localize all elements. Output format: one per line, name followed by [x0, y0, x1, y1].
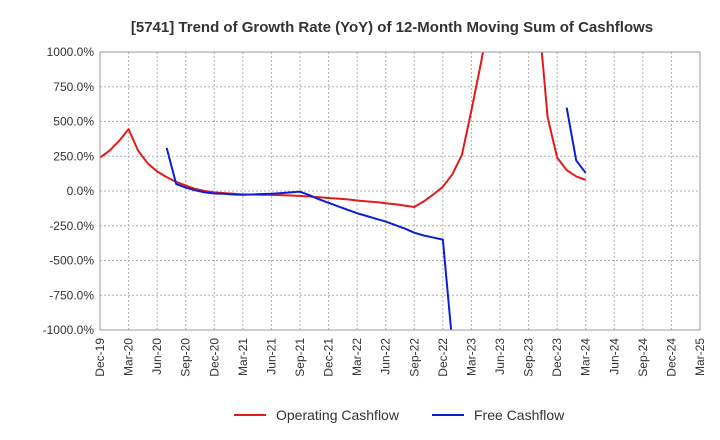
y-tick-label: 750.0%	[53, 80, 94, 94]
x-tick-label: Mar-24	[579, 338, 593, 376]
x-tick-label: Sep-20	[179, 338, 193, 377]
x-tick-label: Jun-22	[379, 338, 393, 375]
y-tick-label: 0.0%	[67, 184, 95, 198]
x-tick-label: Sep-23	[522, 338, 536, 377]
x-tick-label: Mar-22	[350, 338, 364, 376]
plot-frame	[99, 51, 701, 331]
x-tick-label: Mar-25	[693, 338, 707, 376]
chart-title: [5741] Trend of Growth Rate (YoY) of 12-…	[131, 19, 653, 36]
grid	[99, 51, 701, 331]
series-lines	[100, 52, 587, 330]
y-tick-label: 500.0%	[53, 115, 94, 129]
x-tick-label: Sep-21	[293, 338, 307, 377]
y-tick-label: -500.0%	[49, 254, 94, 268]
x-tick-label: Mar-21	[236, 338, 250, 376]
x-tick-label: Dec-23	[550, 338, 564, 377]
x-tick-label: Dec-21	[322, 338, 336, 377]
y-tick-label: -750.0%	[49, 288, 94, 302]
y-tick-label: -250.0%	[49, 219, 94, 233]
legend-label-free-cashflow: Free Cashflow	[474, 407, 565, 423]
y-tick-label: 250.0%	[53, 149, 94, 163]
series-line-operating-cashflow	[100, 52, 587, 208]
x-axis-ticks: Dec-19 Mar-20 Jun-20 Sep-20 Dec-20 Mar-21 Jun-…	[93, 338, 707, 377]
x-tick-label: Dec-24	[664, 338, 678, 377]
x-tick-label: Sep-22	[407, 338, 421, 377]
y-axis-ticks: 1000.0% 750.0% 500.0% 250.0% 0.0% -250.0% -500…	[43, 45, 95, 337]
legend: Operating Cashflow Free Cashflow	[234, 407, 565, 423]
x-tick-label: Dec-22	[436, 338, 450, 377]
x-tick-label: Jun-24	[607, 338, 621, 375]
x-tick-label: Jun-20	[150, 338, 164, 375]
x-tick-label: Sep-24	[636, 338, 650, 377]
x-tick-label: Mar-20	[122, 338, 136, 376]
legend-label-operating-cashflow: Operating Cashflow	[276, 407, 400, 423]
x-tick-label: Dec-19	[93, 338, 107, 377]
y-tick-label: -1000.0%	[43, 323, 95, 337]
x-tick-label: Jun-23	[493, 338, 507, 375]
y-tick-label: 1000.0%	[47, 45, 95, 59]
x-tick-label: Mar-23	[464, 338, 478, 376]
x-tick-label: Dec-20	[207, 338, 221, 377]
series-line-free-cashflow	[165, 107, 587, 330]
x-tick-label: Jun-21	[264, 338, 278, 375]
